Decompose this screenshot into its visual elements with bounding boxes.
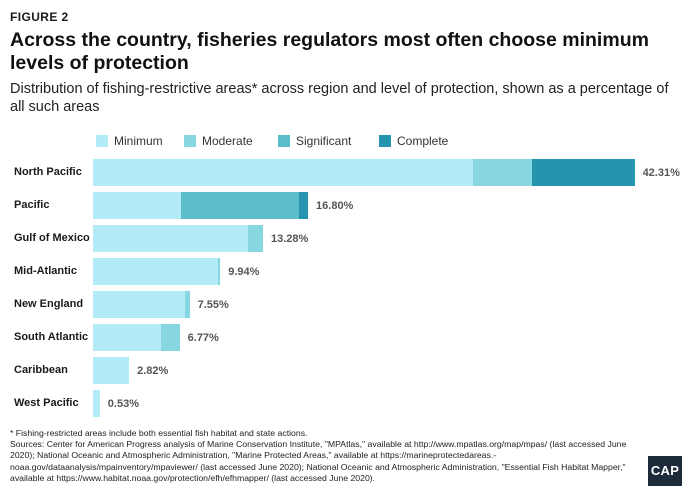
bar-segment-minimum [93, 258, 219, 285]
total-label: 9.94% [228, 266, 260, 278]
bar-segment-complete [532, 159, 635, 186]
bar-segment-minimum [93, 357, 130, 384]
bar-segment-minimum [93, 291, 186, 318]
total-label: 0.53% [107, 398, 139, 410]
bar-segment-significant [181, 192, 300, 219]
figure-label: FIGURE 2 [10, 10, 69, 24]
legend-label: Minimum [114, 134, 163, 148]
legend-swatch [96, 135, 108, 147]
category-label: Pacific [14, 199, 50, 211]
bar-segment-moderate [160, 324, 180, 351]
footnote-sources: Sources: Center for American Progress an… [10, 439, 627, 483]
category-label: Mid-Atlantic [14, 265, 77, 277]
category-label: Gulf of Mexico [14, 232, 90, 244]
bar-segment-moderate [218, 258, 221, 285]
category-label: North Pacific [14, 166, 82, 178]
legend-label: Significant [296, 134, 352, 148]
bar-segment-minimum [93, 159, 474, 186]
legend-label: Moderate [202, 134, 253, 148]
bar-segment-minimum [93, 324, 161, 351]
bar-segment-moderate [247, 225, 263, 252]
total-label: 16.80% [316, 200, 354, 212]
cap-logo: CAP [648, 456, 682, 486]
category-label: South Atlantic [14, 331, 89, 343]
bar-segment-minimum [93, 192, 182, 219]
total-label: 42.31% [642, 167, 680, 179]
legend-swatch [278, 135, 290, 147]
bar-segment-moderate [473, 159, 533, 186]
total-label: 2.82% [137, 365, 169, 377]
bar-segment-minimum [93, 390, 100, 417]
category-label: New England [14, 298, 84, 310]
legend-swatch [379, 135, 391, 147]
category-label: West Pacific [14, 397, 79, 409]
bar-segment-minimum [93, 225, 248, 252]
footnote-note: * Fishing-restricted areas include both … [10, 428, 308, 438]
legend-label: Complete [397, 134, 449, 148]
legend-swatch [184, 135, 196, 147]
total-label: 13.28% [270, 233, 309, 245]
total-label: 6.77% [187, 332, 219, 344]
footnote: * Fishing-restricted areas include both … [10, 428, 638, 484]
category-label: Caribbean [14, 364, 68, 376]
bar-segment-complete [299, 192, 309, 219]
total-label: 7.55% [197, 299, 229, 311]
bar-segment-moderate [185, 291, 190, 318]
chart-subtitle: Distribution of fishing-restrictive area… [10, 81, 669, 115]
chart-title: Across the country, fisheries regulators… [10, 29, 649, 74]
